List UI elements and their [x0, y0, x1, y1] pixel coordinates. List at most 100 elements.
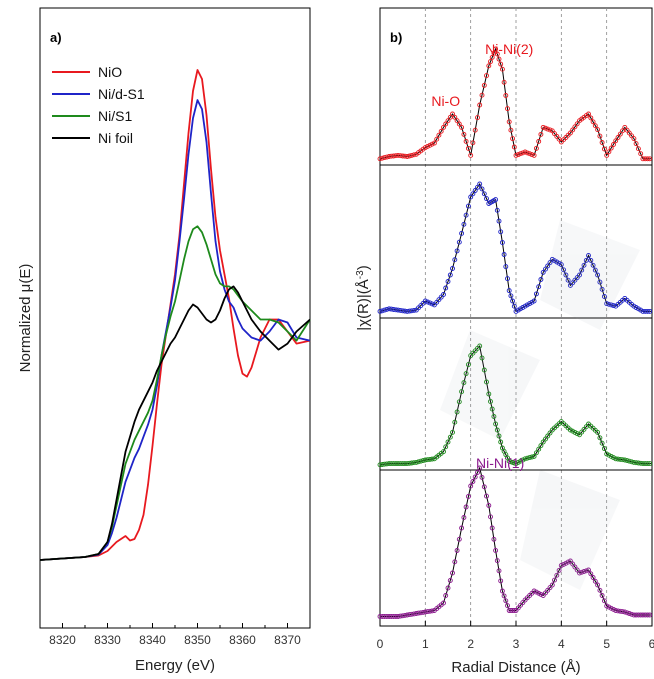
- data-point: [484, 379, 489, 385]
- data-point: [496, 56, 502, 62]
- x-tick-label: 6: [649, 637, 654, 651]
- data-point: [411, 460, 417, 466]
- legend-label: NiO: [98, 64, 122, 80]
- panel-b-y-title-suffix: ): [355, 265, 372, 270]
- data-point: [640, 612, 646, 618]
- data-point: [540, 269, 546, 275]
- data-point: [445, 439, 451, 445]
- data-point: [479, 92, 485, 98]
- data-point: [588, 257, 594, 263]
- data-point: [454, 548, 460, 553]
- data-point: [461, 221, 467, 227]
- data-point: [425, 609, 431, 615]
- panel-a-y-title-symbol: μ: [17, 284, 34, 293]
- data-point: [443, 285, 449, 291]
- data-point: [631, 136, 637, 142]
- data-point: [404, 154, 410, 159]
- data-point: [377, 614, 383, 619]
- data-point: [520, 150, 526, 156]
- data-point: [647, 156, 653, 162]
- data-point: [611, 142, 616, 147]
- data-point: [411, 152, 417, 158]
- data-point: [629, 611, 635, 617]
- data-point: [427, 608, 433, 614]
- data-point: [461, 131, 467, 137]
- data-point: [595, 582, 601, 588]
- x-tick-label: 8350: [184, 633, 211, 647]
- data-point: [647, 461, 653, 467]
- data-point: [407, 460, 412, 466]
- data-point: [411, 611, 417, 617]
- data-point: [579, 267, 585, 273]
- data-point: [447, 114, 453, 120]
- panel-b-x-axis-title: Radial Distance (Å): [451, 659, 580, 676]
- data-point: [622, 457, 628, 463]
- data-point: [496, 568, 502, 574]
- data-point: [510, 608, 516, 613]
- data-point: [475, 115, 480, 121]
- panel-a-x-ticks: 8320 8330 8340 8350 8360 8370: [39, 623, 311, 647]
- data-point: [503, 93, 509, 98]
- data-point: [393, 307, 399, 313]
- data-point: [581, 262, 587, 268]
- panel-a-legend: NiO Ni/d-S1 Ni/S1 Ni foil: [52, 64, 145, 146]
- data-point: [429, 301, 435, 307]
- data-point: [479, 355, 485, 361]
- stack-ni-d-s1: [377, 181, 653, 319]
- data-point: [459, 124, 465, 130]
- data-point: [522, 149, 528, 155]
- data-point: [441, 124, 446, 130]
- data-point: [443, 593, 449, 598]
- x-tick-label: 4: [558, 637, 565, 651]
- data-point: [484, 493, 489, 499]
- data-point: [468, 152, 474, 158]
- data-point: [508, 293, 514, 299]
- data-point: [413, 611, 419, 616]
- data-point: [391, 614, 397, 619]
- data-point: [416, 610, 421, 616]
- data-point: [434, 136, 440, 142]
- data-point: [590, 119, 596, 125]
- series-line-ni-d-s1: [39, 99, 311, 561]
- data-point: [556, 567, 562, 573]
- data-point: [465, 494, 471, 499]
- data-point: [454, 248, 460, 254]
- data-point: [617, 131, 623, 137]
- data-point: [620, 128, 625, 134]
- x-tick-label: 8370: [274, 633, 301, 647]
- data-point: [496, 218, 502, 224]
- data-point: [645, 308, 650, 314]
- data-point: [599, 593, 605, 598]
- data-point: [425, 457, 431, 463]
- data-point: [384, 306, 390, 312]
- data-point: [613, 138, 619, 144]
- data-point: [567, 130, 573, 136]
- data-point: [508, 127, 514, 133]
- data-point: [409, 460, 415, 466]
- data-point: [431, 140, 437, 146]
- data-point: [384, 614, 390, 619]
- data-point: [501, 79, 507, 85]
- data-point: [510, 298, 516, 304]
- panel-b: Ni-O Ni-Ni(2) Ni-Ni(1) 0 1 2 3 4 5 6 b) Radial D…: [355, 7, 654, 676]
- data-point: [498, 578, 504, 584]
- x-tick-label: 0: [377, 637, 384, 651]
- data-point: [642, 156, 648, 162]
- panel-a-y-title-prefix: Normalized: [17, 292, 34, 372]
- data-point: [413, 459, 419, 465]
- data-point: [477, 102, 483, 108]
- data-point: [549, 582, 555, 588]
- data-point: [450, 111, 455, 117]
- data-point: [583, 568, 589, 574]
- data-point: [501, 252, 507, 257]
- data-point: [489, 406, 495, 412]
- watermark-shape: [540, 220, 640, 330]
- data-point: [481, 191, 487, 197]
- data-point: [499, 240, 505, 245]
- legend-label: Ni/d-S1: [98, 86, 145, 102]
- data-point: [522, 456, 528, 462]
- data-point: [465, 362, 471, 368]
- data-point: [420, 458, 426, 464]
- data-point: [488, 59, 493, 65]
- data-point: [601, 146, 607, 152]
